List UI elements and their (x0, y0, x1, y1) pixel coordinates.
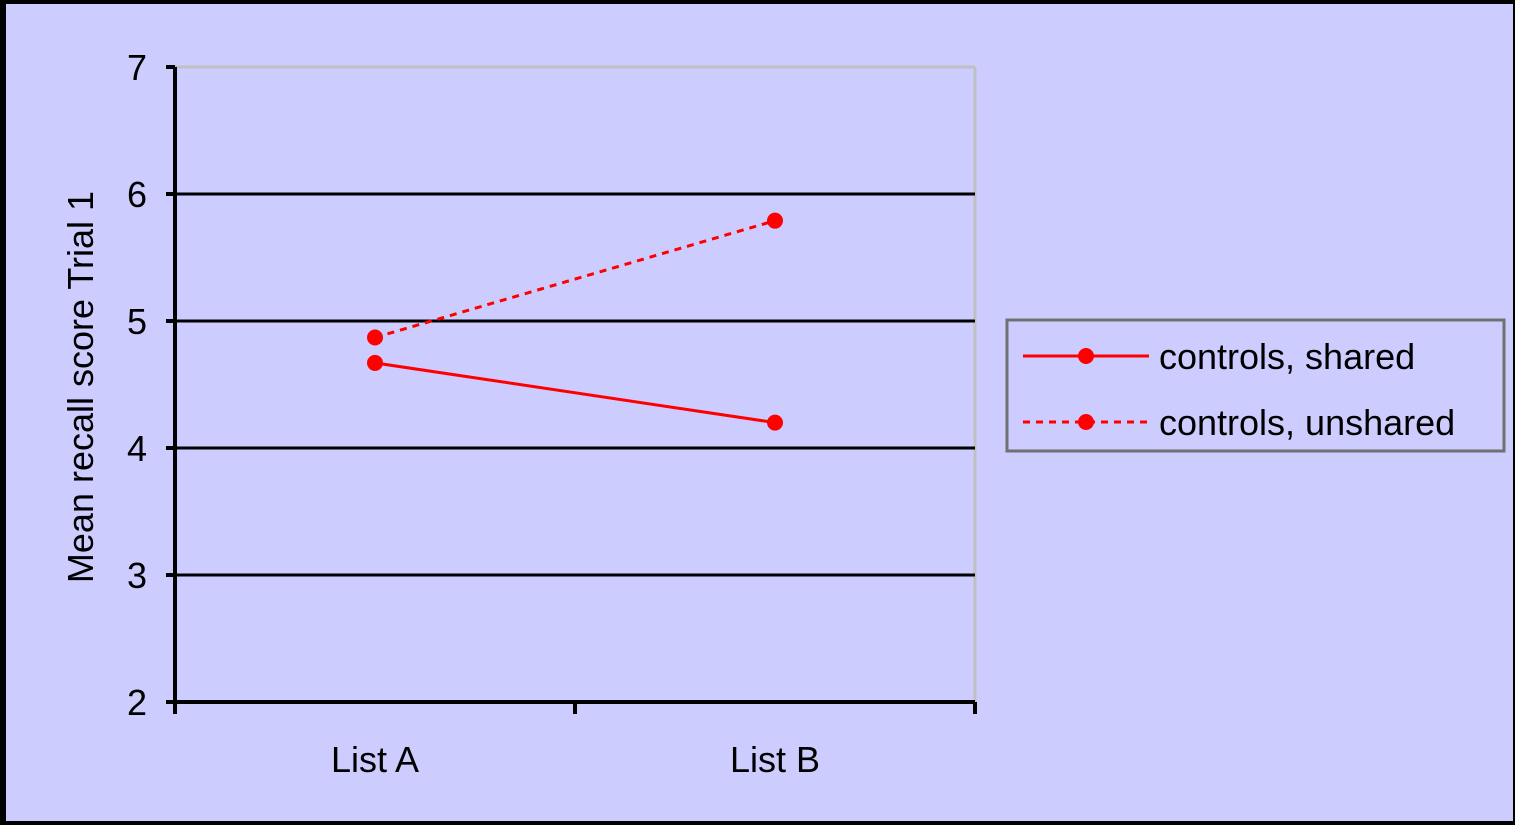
legend-label: controls, unshared (1159, 402, 1455, 443)
data-point (767, 212, 783, 229)
series-1 (367, 354, 783, 431)
legend: controls, shared controls, unshared (1005, 318, 1506, 453)
y-tick-label: 5 (127, 301, 147, 342)
series-line (374, 219, 776, 339)
y-tick-label: 3 (127, 555, 147, 596)
y-tick-label: 6 (127, 174, 147, 215)
axes (173, 67, 975, 704)
data-point (367, 329, 383, 346)
legend-swatch-marker (1078, 414, 1094, 430)
y-tick-label: 4 (127, 428, 147, 469)
series-line (374, 361, 776, 425)
legend-box (1005, 318, 1506, 453)
x-tick-label: List B (730, 739, 820, 780)
legend-label: controls, shared (1159, 336, 1415, 377)
line-chart: 2 3 4 5 6 7 List A List B Mean recall score Tr… (60, 47, 1506, 780)
chart-frame: 2 3 4 5 6 7 List A List B Mean recall score Tr… (6, 4, 1513, 821)
gridlines (175, 192, 975, 577)
y-axis-ticks: 2 3 4 5 6 7 (127, 47, 175, 723)
series-2 (367, 212, 783, 346)
data-point (767, 414, 783, 431)
plot-frame (175, 65, 977, 702)
legend-item: controls, unshared (1023, 402, 1455, 443)
x-axis-ticks: List A List B (173, 702, 977, 780)
x-tick-label: List A (331, 739, 419, 780)
legend-swatch-marker (1078, 348, 1094, 364)
y-tick-label: 2 (127, 682, 147, 723)
y-axis-title: Mean recall score Trial 1 (60, 191, 101, 583)
legend-item: controls, shared (1023, 336, 1415, 377)
data-point (367, 354, 383, 371)
y-tick-label: 7 (127, 47, 147, 88)
series-layer (367, 212, 783, 431)
